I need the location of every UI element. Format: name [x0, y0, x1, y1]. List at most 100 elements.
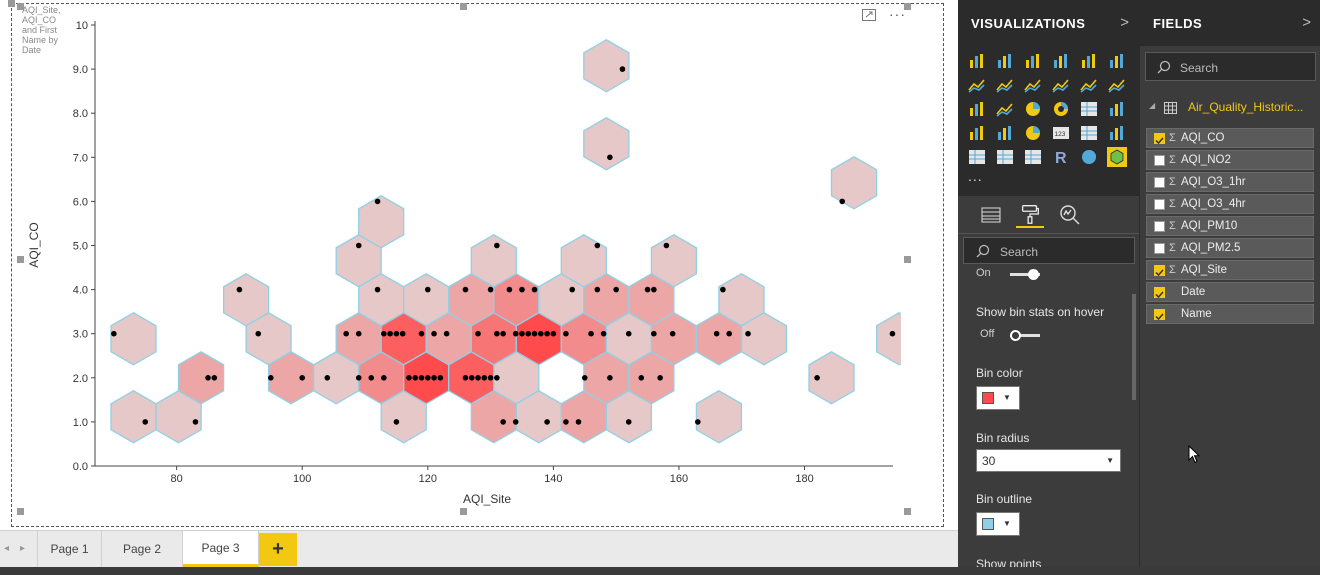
resize-handle-top-left[interactable]	[17, 3, 24, 10]
filled-map-icon[interactable]	[967, 123, 987, 143]
fields-well-tab-icon[interactable]	[977, 202, 1005, 228]
field-checkbox[interactable]	[1154, 199, 1165, 210]
add-page-button[interactable]: +	[259, 533, 297, 566]
field-checkbox[interactable]	[1154, 177, 1165, 188]
bin-radius-dropdown[interactable]: 30 ▼	[976, 449, 1121, 472]
focus-mode-icon[interactable]	[862, 9, 876, 21]
bin-color-picker[interactable]: ▼	[976, 386, 1020, 410]
field-item[interactable]: Σ AQI_PM10	[1146, 216, 1314, 236]
field-checkbox[interactable]	[1154, 221, 1165, 232]
field-checkbox[interactable]	[1154, 243, 1165, 254]
resize-handle-top-center[interactable]	[460, 3, 467, 10]
field-item[interactable]: Σ AQI_NO2	[1146, 150, 1314, 170]
bin-outline-picker[interactable]: ▼	[976, 512, 1020, 536]
map-icon[interactable]	[1107, 99, 1127, 119]
line-clustered-column-icon[interactable]	[1079, 75, 1099, 95]
analytics-magnifier-icon[interactable]	[1056, 202, 1084, 228]
y-tick-label: 8.0	[73, 108, 88, 120]
resize-handle-middle-right[interactable]	[904, 256, 911, 263]
100-bar-icon[interactable]	[1079, 51, 1099, 71]
field-checkbox[interactable]	[1154, 265, 1165, 277]
hex-bin[interactable]	[808, 351, 855, 405]
clustered-bar-icon[interactable]	[1023, 51, 1043, 71]
tab-page-3[interactable]: Page 3	[183, 531, 259, 567]
gauge-icon[interactable]	[1023, 123, 1043, 143]
funnel-icon[interactable]	[995, 123, 1015, 143]
slicer-icon[interactable]	[967, 147, 987, 167]
format-search-input[interactable]: Search	[963, 237, 1135, 264]
toggle-track	[1010, 273, 1040, 276]
resize-handle-bottom-center[interactable]	[460, 508, 467, 515]
resize-handle-bottom-right[interactable]	[904, 508, 911, 515]
collapse-chevron-icon[interactable]: >	[1120, 14, 1129, 31]
fields-search-input[interactable]: Search	[1145, 52, 1316, 81]
pie-icon[interactable]	[1023, 99, 1043, 119]
expand-triangle-icon[interactable]: ◢	[1149, 101, 1156, 110]
scroll-left-icon[interactable]: ◂	[4, 543, 10, 554]
field-item[interactable]: Σ AQI_O3_4hr	[1146, 194, 1314, 214]
tab-page-2[interactable]: Page 2	[102, 531, 183, 567]
hexbin-icon[interactable]	[1107, 147, 1127, 167]
kpi-icon[interactable]	[1107, 123, 1127, 143]
waterfall-icon[interactable]	[967, 99, 987, 119]
line-column-icon[interactable]	[1051, 75, 1071, 95]
ribbon-icon[interactable]	[1107, 75, 1127, 95]
stacked-column-icon[interactable]	[995, 51, 1015, 71]
visual-selection-frame[interactable]	[8, 0, 944, 527]
resize-handle-top-right[interactable]	[904, 3, 911, 10]
data-point	[839, 198, 846, 205]
hex-bin[interactable]	[560, 234, 608, 288]
scroll-right-icon[interactable]: ▸	[20, 543, 26, 554]
treemap-icon[interactable]	[1079, 99, 1099, 119]
table-node[interactable]: ◢ Air_Quality_Historic...	[1148, 98, 1318, 118]
hex-bin[interactable]	[650, 234, 698, 288]
resize-handle-middle-left[interactable]	[17, 256, 24, 263]
hex-bin[interactable]	[358, 195, 405, 249]
field-checkbox[interactable]	[1154, 287, 1165, 299]
area-icon[interactable]	[995, 75, 1015, 95]
multirow-card-icon[interactable]	[1079, 123, 1099, 143]
field-item[interactable]: Date	[1146, 282, 1314, 302]
field-checkbox[interactable]	[1154, 309, 1165, 321]
format-scrollbar[interactable]	[1132, 294, 1136, 400]
hex-bin[interactable]	[695, 390, 743, 444]
card-icon[interactable]: 123	[1051, 123, 1071, 143]
field-item[interactable]: Name	[1146, 304, 1314, 324]
collapse-chevron-icon[interactable]: >	[1302, 14, 1311, 31]
table-icon[interactable]	[995, 147, 1015, 167]
resize-handle-bottom-left[interactable]	[17, 508, 24, 515]
hex-bin[interactable]	[177, 351, 225, 405]
more-options-icon[interactable]: ···	[889, 6, 906, 22]
100-column-icon[interactable]	[1107, 51, 1127, 71]
field-item[interactable]: Σ AQI_O3_1hr	[1146, 172, 1314, 192]
field-checkbox[interactable]	[1154, 133, 1165, 145]
stacked-bar-icon[interactable]	[967, 51, 987, 71]
matrix-icon[interactable]	[1023, 147, 1043, 167]
resize-handle-top-left[interactable]	[8, 0, 15, 7]
line-icon[interactable]	[967, 75, 987, 95]
hex-bins	[110, 39, 922, 444]
data-point	[519, 286, 525, 293]
globe-icon[interactable]	[1079, 147, 1099, 167]
clustered-column-icon[interactable]	[1051, 51, 1071, 71]
hex-bin[interactable]	[583, 39, 630, 93]
more-visuals-icon[interactable]: ...	[968, 168, 983, 184]
y-tick-label: 10	[76, 20, 88, 32]
field-item[interactable]: Σ AQI_CO	[1146, 128, 1314, 148]
tab-page-1[interactable]: Page 1	[37, 531, 102, 567]
scatter-icon[interactable]	[995, 99, 1015, 119]
hex-bin[interactable]	[875, 312, 922, 366]
field-item[interactable]: Σ AQI_Site	[1146, 260, 1314, 280]
stacked-area-icon[interactable]	[1023, 75, 1043, 95]
r-visual-icon[interactable]: R	[1051, 147, 1071, 167]
data-point	[594, 286, 601, 293]
field-checkbox[interactable]	[1154, 155, 1165, 166]
hex-bin[interactable]	[583, 117, 630, 171]
donut-icon[interactable]	[1051, 99, 1071, 119]
hex-bin[interactable]	[110, 312, 157, 366]
format-paint-roller-icon[interactable]	[1016, 202, 1044, 228]
hex-bin[interactable]	[830, 156, 878, 210]
hex-bin[interactable]	[740, 312, 788, 366]
field-item[interactable]: Σ AQI_PM2.5	[1146, 238, 1314, 258]
hex-bin[interactable]	[110, 390, 157, 444]
